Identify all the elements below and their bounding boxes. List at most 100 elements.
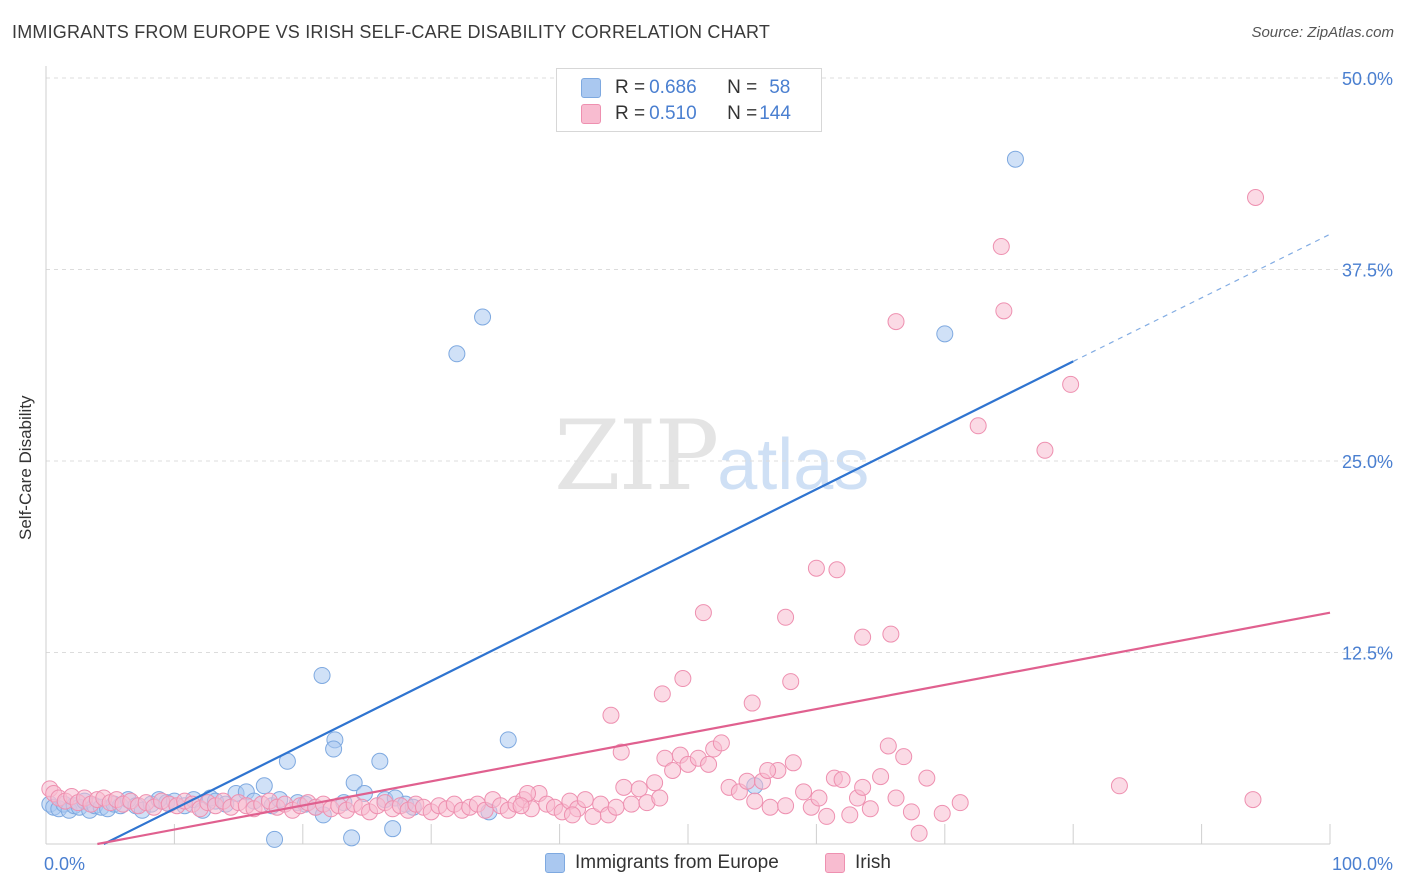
y-tick-label: 12.5% — [1342, 644, 1393, 664]
irish-point — [918, 769, 936, 787]
irish-point — [607, 798, 625, 816]
europe-point — [1006, 150, 1024, 168]
irish-point — [933, 804, 951, 822]
irish-point — [761, 798, 779, 816]
legend-item-europe[interactable]: Immigrants from Europe — [545, 852, 779, 874]
irish-point — [784, 754, 802, 772]
legend-label-irish: Irish — [855, 852, 891, 873]
europe-point — [499, 731, 517, 749]
legend-r-label: R = — [615, 103, 646, 124]
watermark-atlas: atlas — [717, 425, 870, 505]
irish-point — [854, 778, 872, 796]
legend-swatch-europe — [545, 853, 565, 873]
irish-point — [872, 768, 890, 786]
data-points — [41, 150, 1265, 848]
source-label: Source: ZipAtlas.com — [1251, 24, 1394, 41]
europe-point — [325, 740, 343, 758]
irish-point — [782, 673, 800, 691]
legend-n-value: 58 — [769, 77, 791, 98]
irish-point — [992, 238, 1010, 256]
irish-point — [576, 791, 594, 809]
legend-swatch-irish — [581, 104, 601, 124]
irish-point — [833, 771, 851, 789]
irish-point — [841, 806, 859, 824]
legend-r-label: R = — [615, 77, 646, 98]
irish-point — [700, 755, 718, 773]
irish-point — [795, 783, 813, 801]
irish-point — [895, 748, 913, 766]
irish-point — [712, 734, 730, 752]
europe-point — [313, 666, 331, 684]
x-tick-label: 0.0% — [44, 854, 85, 874]
grid-lines — [46, 77, 1390, 653]
watermark: ZIPatlas — [554, 400, 869, 512]
irish-point — [777, 797, 795, 815]
y-tick-label: 50.0% — [1342, 69, 1393, 89]
legend-row-europe: R = 0.686 N = 58 — [581, 77, 790, 99]
legend-n-label: N = — [727, 77, 758, 98]
irish-point — [653, 685, 671, 703]
irish-point — [1247, 188, 1265, 206]
irish-point — [854, 628, 872, 646]
legend-row-irish: R = 0.510 N = 144 — [581, 103, 791, 125]
legend-swatch-europe — [581, 78, 601, 98]
y-tick-label: 37.5% — [1342, 261, 1393, 281]
legend-n-value: 144 — [759, 103, 791, 124]
legend-r-value: 0.510 — [649, 103, 697, 124]
irish-point — [810, 789, 828, 807]
europe-point — [371, 752, 389, 770]
irish-point — [512, 797, 530, 815]
irish-point — [882, 625, 900, 643]
irish-point — [902, 803, 920, 821]
irish-point — [1062, 375, 1080, 393]
irish-point — [694, 604, 712, 622]
legend-item-irish[interactable]: Irish — [825, 852, 891, 874]
europe-trend-extension — [1072, 233, 1331, 362]
irish-point — [807, 559, 825, 577]
irish-point — [951, 794, 969, 812]
irish-point — [887, 789, 905, 807]
irish-point — [1110, 777, 1128, 795]
irish-point — [738, 772, 756, 790]
europe-point — [266, 830, 284, 848]
irish-point — [818, 807, 836, 825]
irish-point — [861, 800, 879, 818]
irish-point — [777, 608, 795, 626]
irish-point — [759, 761, 777, 779]
axes — [45, 66, 1331, 845]
irish-point — [674, 670, 692, 688]
trend-lines — [97, 233, 1331, 846]
legend-label-europe: Immigrants from Europe — [575, 852, 779, 873]
irish-point — [623, 795, 641, 813]
tick-labels: 12.5% 25.0% 37.5% 50.0% 0.0% 100.0% — [44, 69, 1393, 874]
legend-r-value: 0.686 — [649, 77, 697, 98]
europe-trend-line — [103, 360, 1074, 845]
europe-point — [343, 829, 361, 847]
europe-point — [255, 777, 273, 795]
irish-point — [969, 417, 987, 435]
irish-point — [887, 313, 905, 331]
irish-point — [828, 561, 846, 579]
europe-point — [474, 308, 492, 326]
europe-point — [345, 774, 363, 792]
x-tick-label: 100.0% — [1332, 854, 1393, 874]
europe-point — [936, 325, 954, 343]
y-tick-label: 25.0% — [1342, 452, 1393, 472]
irish-point — [651, 789, 669, 807]
irish-point — [630, 780, 648, 798]
irish-point — [743, 694, 761, 712]
irish-point — [910, 824, 928, 842]
irish-point — [612, 743, 630, 761]
irish-point — [563, 806, 581, 824]
irish-point — [615, 778, 633, 796]
irish-point — [746, 792, 764, 810]
irish-point — [1036, 441, 1054, 459]
irish-point — [879, 737, 897, 755]
chart-title: IMMIGRANTS FROM EUROPE VS IRISH SELF-CAR… — [12, 22, 771, 42]
irish-point — [1244, 791, 1262, 809]
irish-point — [646, 774, 664, 792]
legend-n-label: N = — [727, 103, 758, 124]
series-legend: Immigrants from Europe Irish — [0, 852, 1406, 878]
europe-point — [384, 820, 402, 838]
